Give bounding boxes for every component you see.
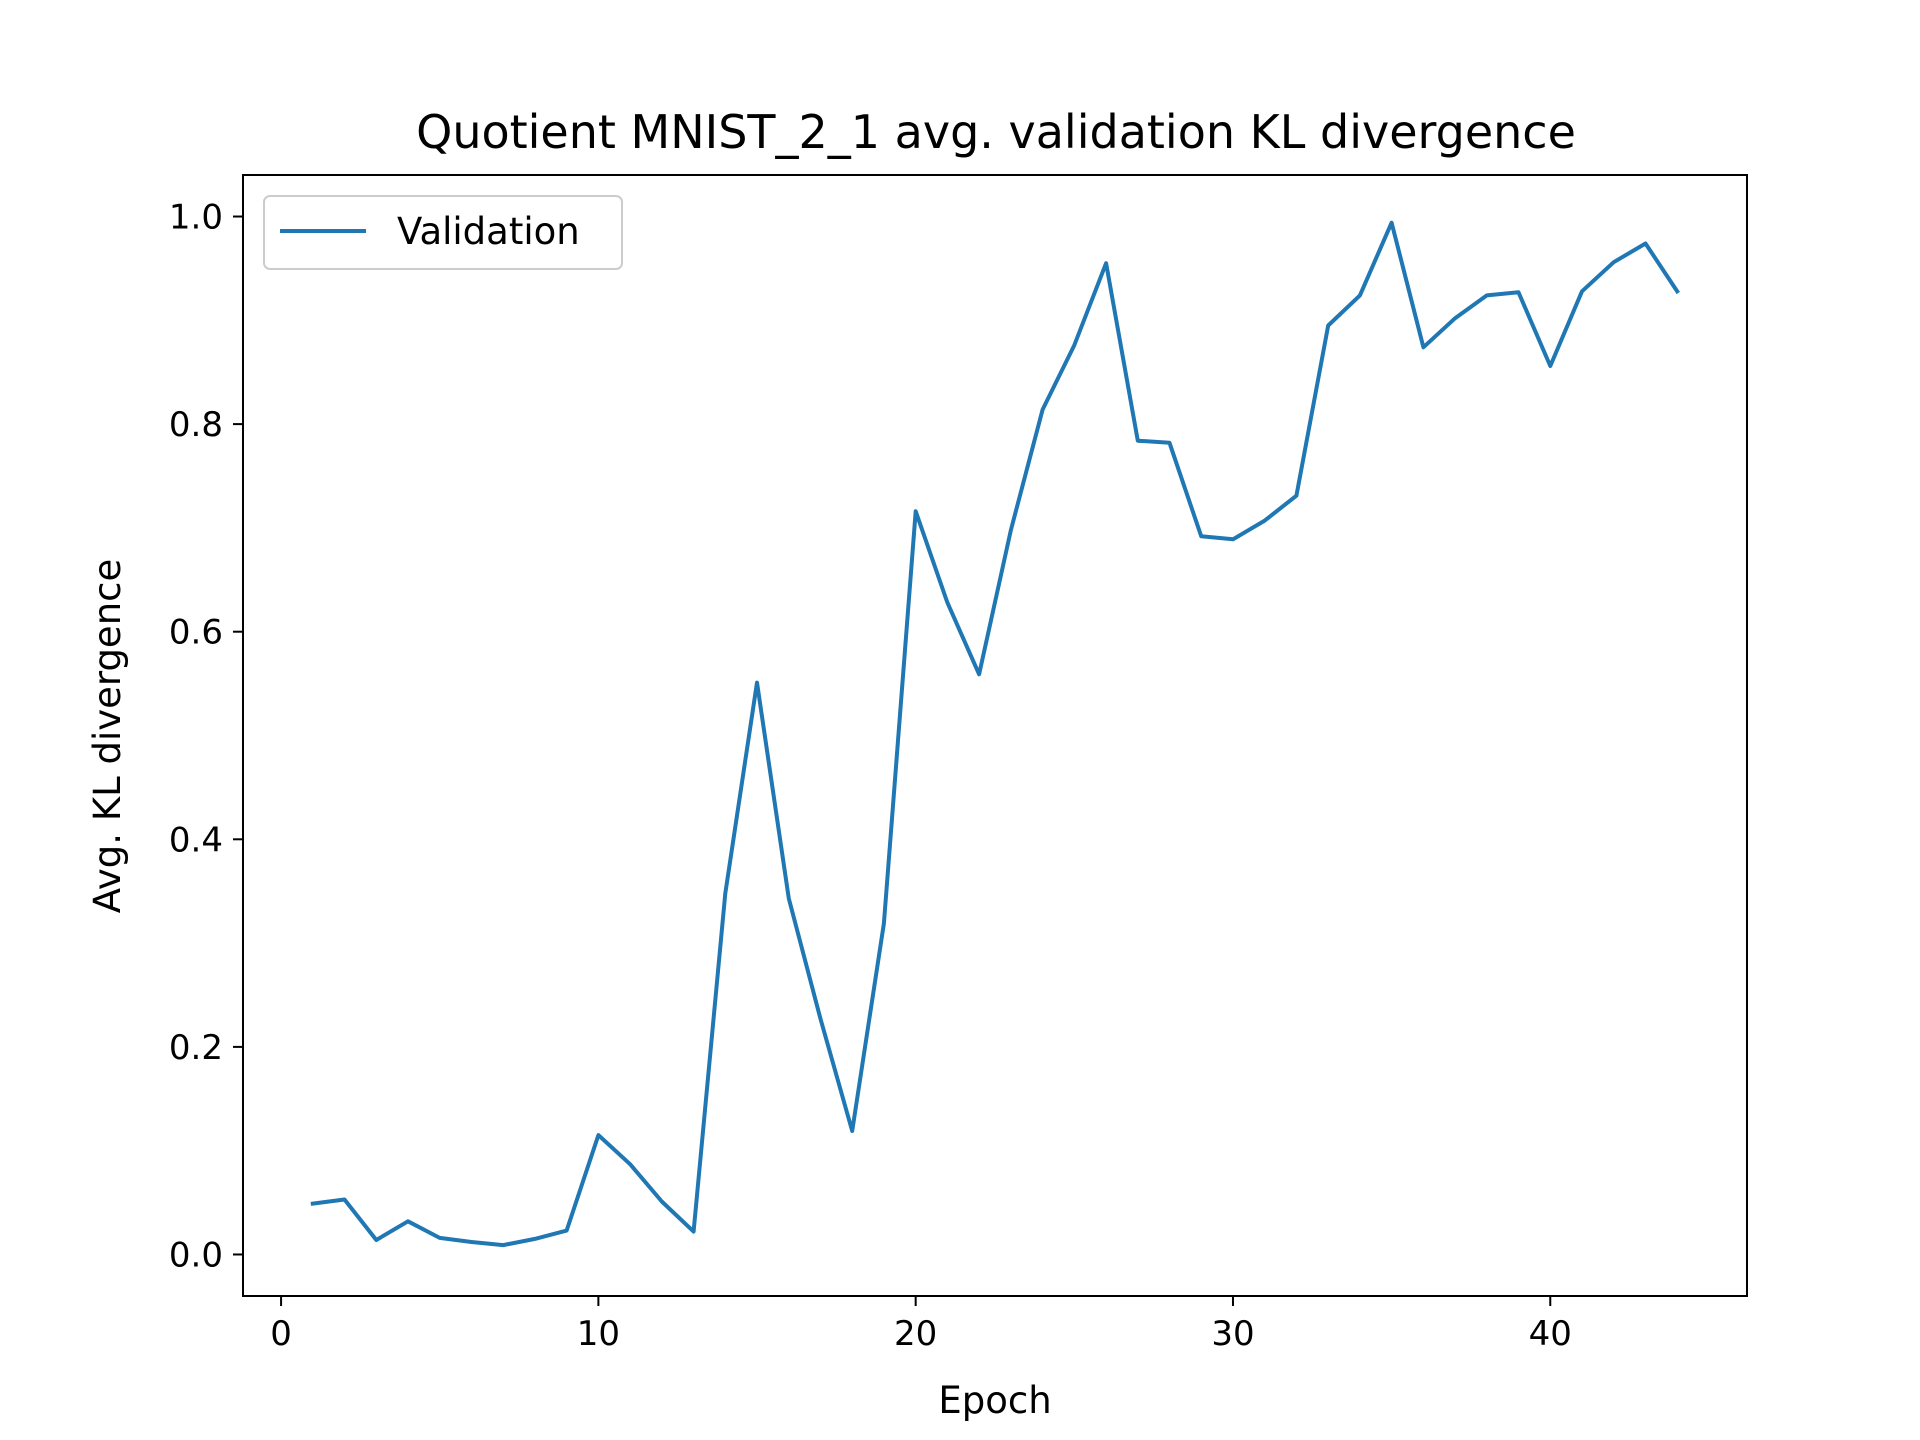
- y-tick-label: 0.8: [169, 405, 223, 445]
- x-tick-label: 0: [270, 1314, 292, 1354]
- legend-box: [263, 195, 623, 270]
- y-tick-label: 0.0: [169, 1235, 223, 1275]
- legend: Validation: [263, 195, 623, 270]
- y-tick-label: 0.4: [169, 820, 223, 860]
- x-axis-ticks: 0 10 20 30 40: [270, 1296, 1572, 1354]
- y-axis-label: Avg. KL divergence: [86, 559, 129, 913]
- x-tick-label: 30: [1211, 1314, 1254, 1354]
- y-tick-label: 0.2: [169, 1028, 223, 1068]
- x-axis-label: Epoch: [938, 1379, 1051, 1422]
- y-tick-label: 1.0: [169, 198, 223, 238]
- x-tick-label: 10: [577, 1314, 620, 1354]
- y-tick-label: 0.6: [169, 613, 223, 653]
- legend-label: Validation: [397, 210, 580, 253]
- x-tick-label: 20: [894, 1314, 937, 1354]
- plot-frame: [242, 174, 1748, 1297]
- x-tick-label: 40: [1529, 1314, 1572, 1354]
- plot-area: [243, 175, 1747, 1296]
- y-axis-ticks: 0.0 0.2 0.4 0.6 0.8 1.0: [169, 198, 243, 1275]
- chart-title: Quotient MNIST_2_1 avg. validation KL di…: [416, 105, 1576, 159]
- validation-series-line: [310, 220, 1680, 1248]
